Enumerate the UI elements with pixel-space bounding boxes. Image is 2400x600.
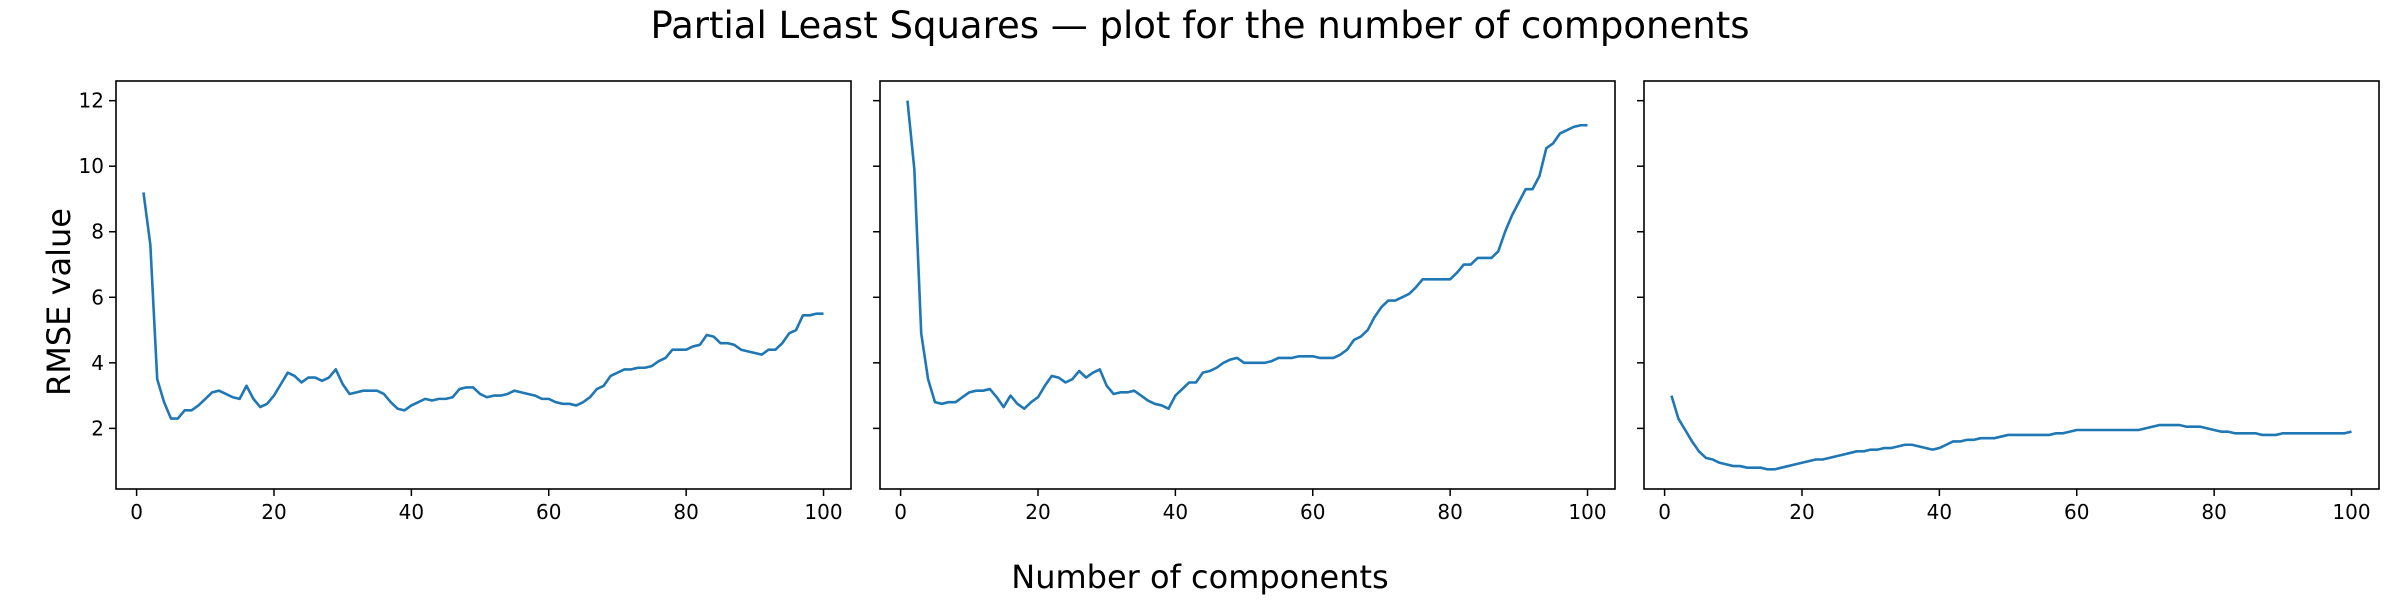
x-tick-label: 60: [536, 500, 561, 524]
y-axis-label: RMSE value: [40, 208, 78, 396]
y-tick-label: 4: [91, 351, 104, 375]
x-tick-label: 0: [894, 500, 907, 524]
x-tick-label: 40: [399, 500, 424, 524]
y-tick-label: 2: [91, 416, 104, 440]
x-axis-label: Number of components: [1011, 558, 1388, 596]
series-line-1: [1670, 395, 2352, 471]
series-line-1: [906, 100, 1588, 411]
x-tick-label: 100: [2332, 500, 2370, 524]
x-tick-label: 80: [2201, 500, 2226, 524]
y-tick-label: 8: [91, 220, 104, 244]
x-tick-label: 40: [1927, 500, 1952, 524]
x-tick-label: 60: [1300, 500, 1325, 524]
plot-panel-1: 0 20 40 60 80 100 2 4 6 8 10 12: [79, 80, 852, 524]
y-tick-label: 10: [79, 154, 104, 178]
axes-frame: [879, 80, 1616, 490]
y-tick-label: 12: [79, 89, 104, 113]
x-tick-label: 100: [1568, 500, 1606, 524]
x-tick-label: 60: [2064, 500, 2089, 524]
series-line-1: [142, 192, 824, 420]
x-tick-label: 80: [673, 500, 698, 524]
x-tick-label: 20: [1789, 500, 1814, 524]
y-tick-label: 6: [91, 285, 104, 309]
x-tick-label: 100: [804, 500, 842, 524]
x-tick-label: 20: [1025, 500, 1050, 524]
x-tick-label: 80: [1437, 500, 1462, 524]
x-tick-label: 0: [1658, 500, 1671, 524]
x-tick-label: 0: [130, 500, 143, 524]
axes-frame: [115, 80, 852, 490]
x-tick-label: 20: [261, 500, 286, 524]
plot-panel-2: 0 20 40 60 80 100: [873, 80, 1616, 524]
x-tick-label: 40: [1163, 500, 1188, 524]
axes-frame: [1643, 80, 2380, 490]
plot-panel-3: 0 20 40 60 80 100: [1637, 80, 2380, 524]
figure-title: Partial Least Squares — plot for the num…: [650, 4, 1749, 47]
